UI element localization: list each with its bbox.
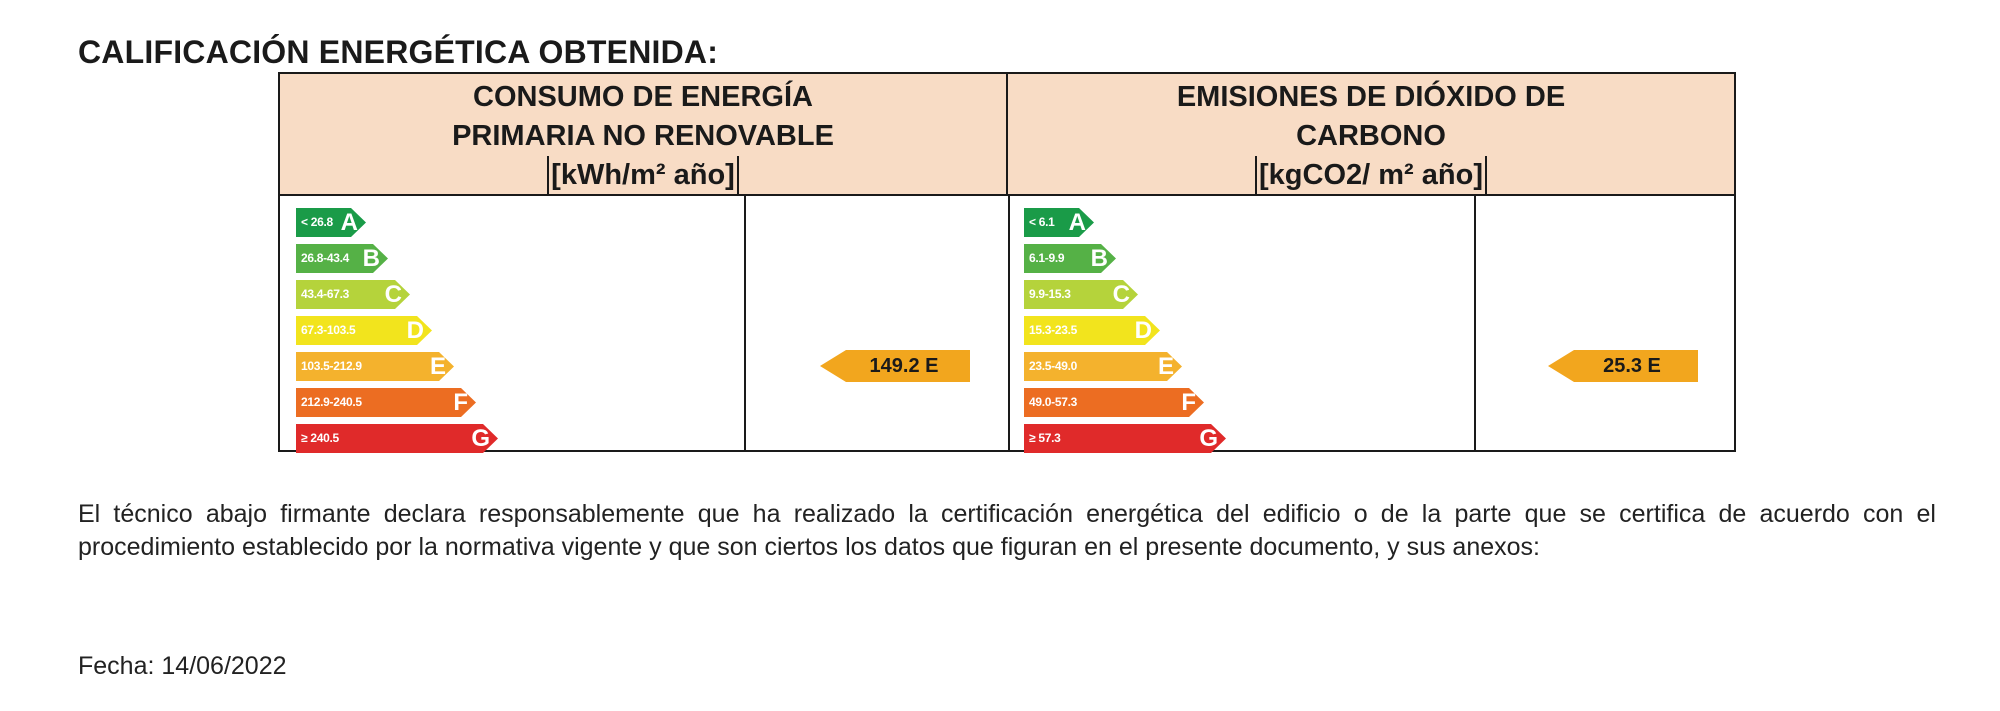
band-letter: F	[453, 389, 468, 416]
band-range: 103.5-212.9	[301, 359, 362, 373]
band-letter: B	[362, 245, 380, 272]
column-divider	[1008, 194, 1010, 450]
band-range: 15.3-23.5	[1029, 323, 1078, 337]
band-letter: F	[1181, 389, 1196, 416]
rating-band-e: 103.5-212.9 E	[296, 352, 454, 381]
rating-band-c: 9.9-15.3 C	[1024, 280, 1138, 309]
rating-band-b: 26.8-43.4 B	[296, 244, 388, 273]
rating-band-b: 6.1-9.9 B	[1024, 244, 1116, 273]
rating-band-f: 49.0-57.3 F	[1024, 388, 1204, 417]
page-title: CALIFICACIÓN ENERGÉTICA OBTENIDA:	[78, 34, 719, 70]
band-range: 23.5-49.0	[1029, 359, 1078, 373]
co2-unit: [kgCO2/ m² año]	[1255, 156, 1487, 195]
energy-rating-table: CONSUMO DE ENERGÍA PRIMARIA NO RENOVABLE…	[278, 72, 1736, 453]
band-letter: E	[429, 353, 446, 380]
band-range: 6.1-9.9	[1029, 251, 1065, 265]
date-line: Fecha: 14/06/2022	[78, 652, 287, 681]
energy-unit: [kWh/m² año]	[547, 156, 739, 195]
band-range: < 6.1	[1029, 215, 1055, 229]
band-letter: C	[384, 281, 402, 308]
rating-band-g: ≥ 57.3 G	[1024, 424, 1226, 453]
band-range: 49.0-57.3	[1029, 395, 1078, 409]
band-letter: E	[1157, 353, 1174, 380]
rating-band-e: 23.5-49.0 E	[1024, 352, 1182, 381]
co2-result-arrow: 25.3 E	[1548, 350, 1698, 382]
energy-consumption-header: CONSUMO DE ENERGÍA PRIMARIA NO RENOVABLE…	[280, 74, 1008, 195]
date-label: Fecha:	[78, 652, 155, 680]
energy-header-line2: PRIMARIA NO RENOVABLE	[452, 120, 834, 152]
declaration-text: El técnico abajo firmante declara respon…	[78, 500, 1936, 561]
band-range: 26.8-43.4	[301, 251, 350, 265]
co2-emissions-header: EMISIONES DE DIÓXIDO DE CARBONO [kgCO2/ …	[1008, 74, 1734, 195]
band-range: < 26.8	[301, 215, 333, 229]
band-range: 67.3-103.5	[301, 323, 356, 337]
band-letter: B	[1090, 245, 1108, 272]
rating-band-f: 212.9-240.5 F	[296, 388, 476, 417]
band-range: 43.4-67.3	[301, 287, 350, 301]
co2-header-line1: EMISIONES DE DIÓXIDO DE	[1176, 81, 1566, 113]
band-letter: G	[471, 425, 490, 452]
rating-band-d: 67.3-103.5 D	[296, 316, 432, 345]
band-letter: D	[406, 317, 424, 344]
band-letter: D	[1134, 317, 1152, 344]
band-letter: G	[1199, 425, 1218, 452]
rating-band-a: < 6.1 A	[1024, 208, 1094, 237]
energy-scale-divider	[744, 194, 746, 450]
rating-band-g: ≥ 240.5 G	[296, 424, 498, 453]
band-range: ≥ 240.5	[301, 431, 339, 445]
band-range: ≥ 57.3	[1029, 431, 1061, 445]
energy-result-arrow: 149.2 E	[820, 350, 970, 382]
rating-band-a: < 26.8 A	[296, 208, 366, 237]
band-letter: A	[340, 209, 358, 236]
header-divider	[280, 194, 1734, 196]
band-range: 9.9-15.3	[1029, 287, 1071, 301]
co2-scale-divider	[1474, 194, 1476, 450]
band-letter: A	[1068, 209, 1086, 236]
rating-band-d: 15.3-23.5 D	[1024, 316, 1160, 345]
co2-header-line2: CARBONO	[1296, 120, 1446, 152]
band-letter: C	[1112, 281, 1130, 308]
date-value: 14/06/2022	[161, 652, 287, 680]
rating-band-c: 43.4-67.3 C	[296, 280, 410, 309]
energy-header-line1: CONSUMO DE ENERGÍA	[473, 81, 813, 113]
band-range: 212.9-240.5	[301, 395, 362, 409]
